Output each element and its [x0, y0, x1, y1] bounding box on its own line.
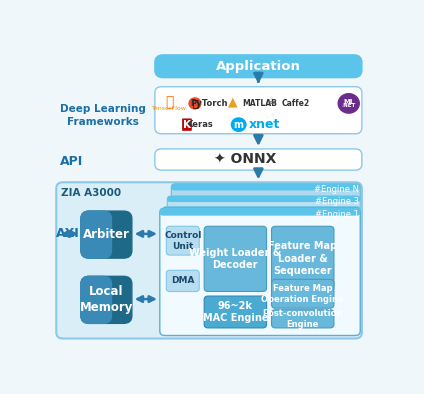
- Text: DMA: DMA: [171, 276, 195, 285]
- Text: ZIA A3000: ZIA A3000: [61, 188, 121, 198]
- Text: Post-convolution
Engine: Post-convolution Engine: [262, 309, 343, 329]
- FancyBboxPatch shape: [167, 196, 360, 214]
- Text: #Engine 3: #Engine 3: [315, 197, 359, 206]
- Text: Local
Memory: Local Memory: [80, 285, 133, 314]
- Text: #Engine 1: #Engine 1: [315, 210, 359, 219]
- Circle shape: [189, 98, 201, 109]
- FancyBboxPatch shape: [204, 296, 267, 328]
- FancyBboxPatch shape: [271, 226, 334, 292]
- Text: 🔥: 🔥: [192, 98, 198, 108]
- FancyBboxPatch shape: [171, 184, 360, 204]
- FancyBboxPatch shape: [81, 211, 132, 258]
- FancyBboxPatch shape: [56, 182, 362, 338]
- Text: ✦ ONNX: ✦ ONNX: [214, 152, 276, 167]
- Text: AXI: AXI: [56, 227, 79, 240]
- Text: K: K: [183, 120, 191, 130]
- Text: Deep Learning
Frameworks: Deep Learning Frameworks: [59, 104, 145, 127]
- Text: Caffe2: Caffe2: [282, 99, 310, 108]
- Text: Weight Loader &
Decoder: Weight Loader & Decoder: [189, 248, 282, 270]
- Text: ▲: ▲: [228, 95, 238, 108]
- Text: MATLAB: MATLAB: [242, 99, 277, 108]
- FancyBboxPatch shape: [81, 211, 112, 258]
- FancyBboxPatch shape: [167, 196, 360, 202]
- Text: .NET: .NET: [342, 103, 356, 108]
- FancyBboxPatch shape: [155, 149, 362, 170]
- Text: #Engine N: #Engine N: [314, 185, 359, 194]
- FancyBboxPatch shape: [155, 55, 362, 78]
- FancyBboxPatch shape: [163, 206, 360, 225]
- FancyBboxPatch shape: [160, 208, 360, 216]
- Circle shape: [232, 118, 246, 131]
- Text: 🦅: 🦅: [165, 95, 174, 109]
- Text: Application: Application: [216, 60, 301, 73]
- Text: #Engine 2: #Engine 2: [315, 208, 359, 217]
- FancyBboxPatch shape: [163, 206, 360, 212]
- Text: ☕: ☕: [267, 96, 276, 106]
- Text: Arbiter: Arbiter: [83, 228, 130, 241]
- Text: Feature Map
Loader &
Sequencer: Feature Map Loader & Sequencer: [268, 242, 338, 276]
- FancyBboxPatch shape: [166, 270, 199, 292]
- FancyBboxPatch shape: [271, 310, 334, 328]
- Text: 96~2k
MAC Engine: 96~2k MAC Engine: [203, 301, 268, 323]
- FancyBboxPatch shape: [171, 184, 360, 190]
- Text: m: m: [234, 120, 244, 130]
- Text: API: API: [59, 154, 83, 167]
- Text: Feature Map
Operation Engine: Feature Map Operation Engine: [261, 284, 344, 304]
- FancyBboxPatch shape: [81, 276, 132, 323]
- FancyBboxPatch shape: [155, 87, 362, 134]
- FancyBboxPatch shape: [81, 276, 112, 323]
- FancyBboxPatch shape: [182, 119, 191, 130]
- Text: Keras: Keras: [186, 120, 212, 129]
- Text: ML: ML: [343, 98, 354, 104]
- FancyBboxPatch shape: [160, 208, 360, 336]
- Text: TensorFlow: TensorFlow: [152, 106, 187, 112]
- Text: Control
Unit: Control Unit: [164, 230, 201, 251]
- FancyBboxPatch shape: [271, 279, 334, 308]
- Text: PyTorch: PyTorch: [190, 99, 228, 108]
- Circle shape: [338, 94, 359, 113]
- FancyBboxPatch shape: [204, 226, 267, 292]
- Text: xnet: xnet: [248, 118, 280, 131]
- FancyBboxPatch shape: [166, 226, 199, 255]
